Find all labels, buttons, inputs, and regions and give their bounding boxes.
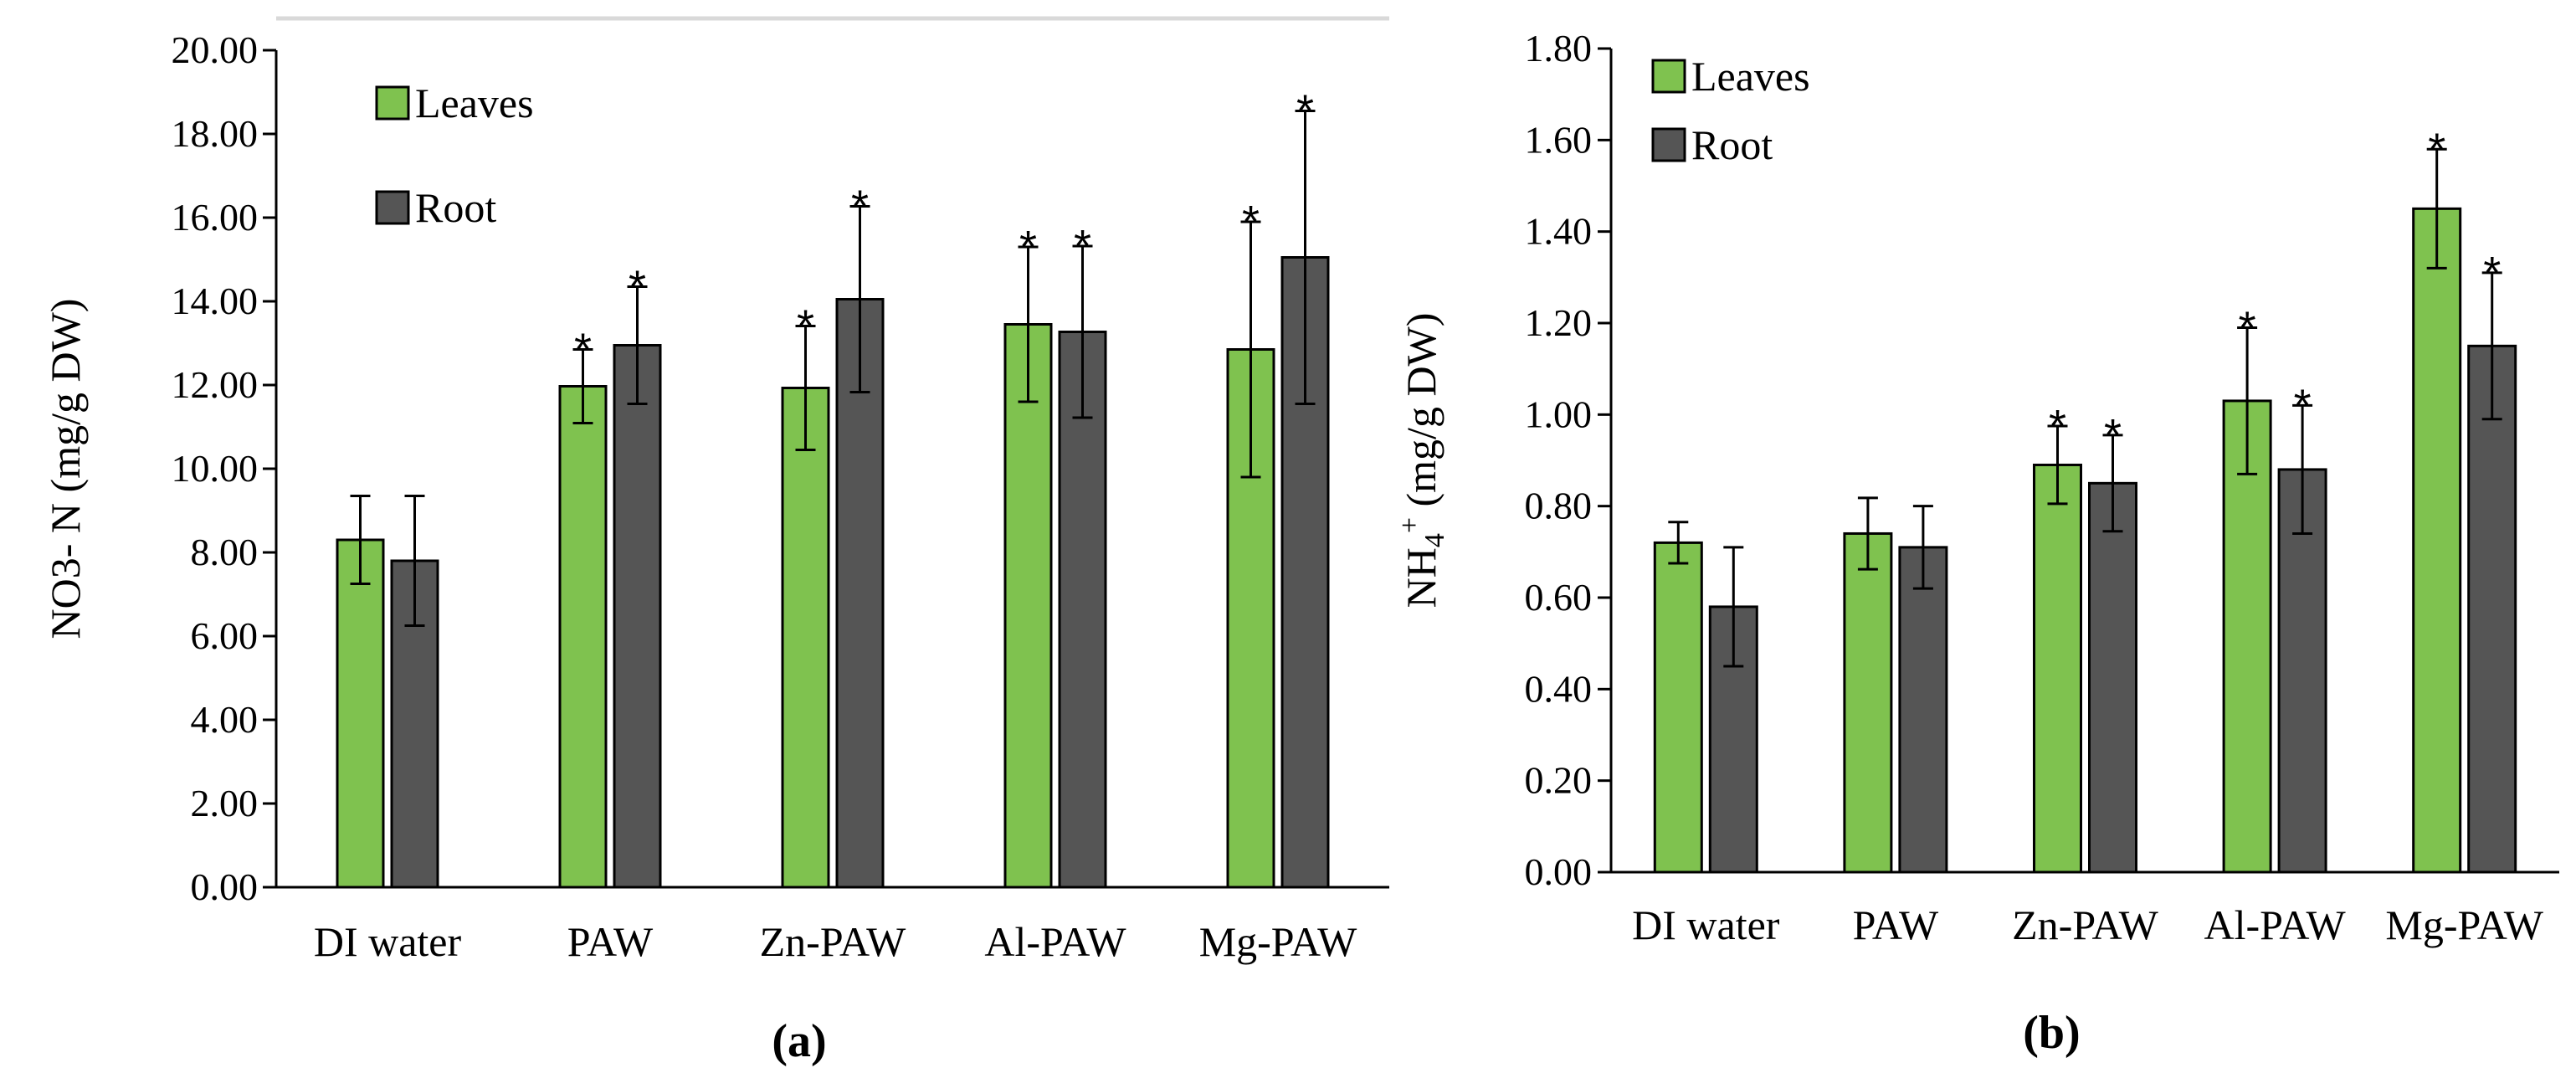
bar-leaves [336, 538, 385, 889]
y-tick-label: 2.00 [191, 782, 259, 824]
x-category-label: PAW [1853, 901, 1939, 948]
significance-star: * [2294, 380, 2312, 430]
legend-swatch-root [375, 190, 410, 225]
bar-root [2088, 481, 2137, 874]
y-axis-label-unit: (mg/g DW) [1398, 313, 1445, 517]
legend-swatch-leaves [1651, 59, 1686, 94]
y-tick-label: 0.00 [191, 865, 259, 908]
panel-label: (a) [772, 1015, 826, 1067]
x-category-label: Zn-PAW [2012, 901, 2159, 948]
bar-root [1058, 331, 1107, 889]
bar-root [613, 344, 662, 889]
bar-root [2467, 344, 2517, 874]
panel-label: (b) [2023, 1007, 2080, 1059]
y-axis-label-superscript: + [1394, 517, 1425, 533]
bar-leaves [2412, 207, 2462, 874]
y-axis-label-subscript: 4 [1419, 533, 1450, 547]
significance-star: * [1074, 221, 1091, 271]
legend-swatch-leaves [375, 85, 410, 121]
significance-star: * [1296, 86, 1314, 136]
y-tick-label: 0.60 [1525, 576, 1593, 619]
x-category-label: Mg-PAW [2385, 901, 2543, 948]
legend-label-leaves: Leaves [415, 80, 534, 126]
y-tick-label: 1.80 [1525, 27, 1593, 69]
y-tick-label: 16.00 [172, 196, 259, 239]
y-tick-label: 0.20 [1525, 759, 1593, 802]
y-tick-label: 0.00 [1525, 850, 1593, 893]
y-axis-label-unit: (mg/g DW) [42, 299, 89, 503]
bar-leaves [558, 385, 608, 889]
y-tick-label: 14.00 [172, 280, 259, 322]
bar-root [2277, 468, 2327, 874]
significance-star: * [2483, 248, 2501, 298]
bar-leaves [1653, 541, 1703, 874]
significance-star: * [574, 325, 592, 375]
x-category-label: DI water [314, 918, 462, 965]
y-tick-label: 4.00 [191, 698, 259, 741]
significance-star: * [851, 182, 869, 232]
y-axis-label-main: NH [1398, 547, 1445, 608]
chart-a: 0.00 2.00 4.00 6.00 8.00 10.00 12.00 14.00 16.00… [42, 28, 1389, 1067]
y-axis-label: NO3- N (mg/g DW) [42, 299, 89, 639]
y-tick-label: 1.40 [1525, 210, 1593, 253]
legend-label-root: Root [415, 184, 496, 231]
bar-leaves [2033, 463, 2082, 874]
x-category-label: PAW [567, 918, 654, 965]
bar-leaves [1003, 323, 1053, 889]
significance-star: * [2049, 401, 2066, 451]
y-tick-label: 1.60 [1525, 118, 1593, 161]
legend-label-leaves: Leaves [1691, 53, 1810, 100]
x-category-label: DI water [1632, 901, 1780, 948]
y-axis-label: NH4+ (mg/g DW) [1394, 313, 1450, 608]
bar-leaves [781, 387, 830, 889]
bar-root [1898, 546, 1948, 874]
significance-star: * [629, 262, 646, 312]
significance-star: * [2428, 124, 2445, 174]
legend-swatch-root [1651, 127, 1686, 162]
legend-label-root: Root [1691, 121, 1773, 168]
y-tick-label: 8.00 [191, 531, 259, 573]
bar-leaves [1843, 531, 1893, 874]
x-category-label: Al-PAW [2204, 901, 2347, 948]
y-tick-label: 6.00 [191, 614, 259, 657]
significance-star: * [1242, 197, 1260, 247]
y-tick-label: 0.40 [1525, 667, 1593, 710]
y-tick-label: 20.00 [172, 28, 259, 71]
y-tick-label: 0.80 [1525, 485, 1593, 527]
x-category-label: Mg-PAW [1199, 918, 1357, 965]
y-tick-label: 1.00 [1525, 393, 1593, 435]
significance-star: * [2239, 302, 2256, 352]
significance-star: * [2104, 410, 2122, 460]
x-category-label: Al-PAW [984, 918, 1126, 965]
significance-star: * [797, 301, 814, 352]
y-tick-label: 1.20 [1525, 301, 1593, 344]
x-category-label: Zn-PAW [760, 918, 907, 965]
y-tick-label: 18.00 [172, 112, 259, 155]
y-axis-label-main: NO3- N [42, 503, 89, 639]
significance-star: * [1019, 222, 1037, 272]
y-tick-label: 10.00 [172, 447, 259, 490]
y-tick-label: 12.00 [172, 363, 259, 406]
chart-b: 0.00 0.20 0.40 0.60 0.80 1.00 1.20 1.40 1.60 1.80… [1394, 27, 2559, 1059]
